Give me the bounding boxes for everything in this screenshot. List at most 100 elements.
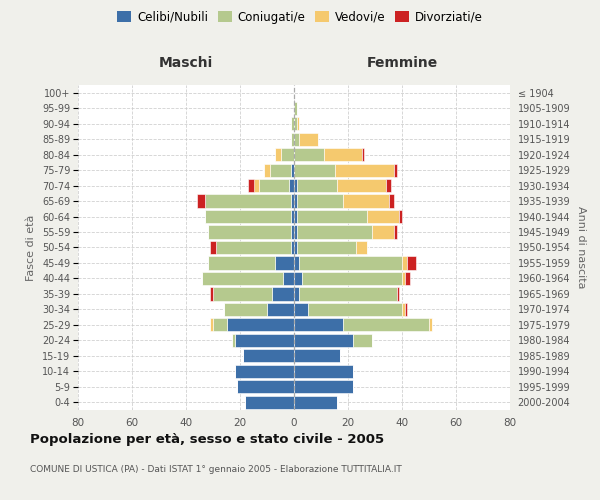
Bar <box>337 179 386 192</box>
Bar <box>361 148 364 161</box>
Bar <box>294 364 353 378</box>
Bar <box>343 318 429 332</box>
Bar <box>292 117 294 130</box>
Bar <box>211 288 213 300</box>
Bar <box>294 318 343 332</box>
Bar <box>267 303 294 316</box>
Bar <box>294 132 299 145</box>
Text: Popolazione per età, sesso e stato civile - 2005: Popolazione per età, sesso e stato civil… <box>30 432 384 446</box>
Bar <box>235 364 294 378</box>
Bar <box>281 148 294 161</box>
Bar <box>405 303 407 316</box>
Text: COMUNE DI USTICA (PA) - Dati ISTAT 1° gennaio 2005 - Elaborazione TUTTITALIA.IT: COMUNE DI USTICA (PA) - Dati ISTAT 1° ge… <box>30 466 402 474</box>
Bar <box>397 288 400 300</box>
Bar <box>294 241 296 254</box>
Bar <box>292 226 294 238</box>
Bar <box>296 241 356 254</box>
Bar <box>400 210 402 223</box>
Bar <box>402 272 404 285</box>
Bar <box>343 194 389 207</box>
Bar <box>205 210 292 223</box>
Bar <box>292 210 294 223</box>
Bar <box>353 334 373 347</box>
Bar <box>259 179 289 192</box>
Bar <box>275 256 294 270</box>
Bar <box>292 194 294 207</box>
Bar <box>356 241 367 254</box>
Bar <box>335 164 394 176</box>
Bar <box>238 380 294 394</box>
Bar <box>394 164 397 176</box>
Bar <box>213 318 227 332</box>
Bar <box>270 164 292 176</box>
Bar <box>294 179 296 192</box>
Bar <box>202 272 283 285</box>
Bar <box>407 256 416 270</box>
Bar <box>296 194 343 207</box>
Bar <box>294 194 296 207</box>
Bar <box>372 226 394 238</box>
Bar <box>308 303 402 316</box>
Text: Maschi: Maschi <box>159 56 213 70</box>
Bar <box>294 256 299 270</box>
Bar <box>211 318 213 332</box>
Bar <box>299 256 402 270</box>
Bar <box>294 164 335 176</box>
Bar <box>227 318 294 332</box>
Bar <box>402 256 407 270</box>
Bar <box>208 226 292 238</box>
Text: Femmine: Femmine <box>367 56 437 70</box>
Bar <box>296 210 367 223</box>
Bar <box>232 334 235 347</box>
Bar <box>294 380 353 394</box>
Bar <box>213 288 272 300</box>
Bar <box>302 272 402 285</box>
Bar <box>275 148 281 161</box>
Bar <box>208 256 275 270</box>
Bar <box>289 179 294 192</box>
Bar <box>294 350 340 362</box>
Bar <box>294 117 296 130</box>
Bar <box>296 117 299 130</box>
Bar <box>394 226 397 238</box>
Bar <box>245 396 294 409</box>
Bar <box>197 194 205 207</box>
Bar <box>224 303 267 316</box>
Bar <box>429 318 432 332</box>
Bar <box>299 132 318 145</box>
Bar <box>294 102 296 115</box>
Bar <box>272 288 294 300</box>
Y-axis label: Fasce di età: Fasce di età <box>26 214 37 280</box>
Bar <box>367 210 400 223</box>
Bar <box>265 164 270 176</box>
Bar <box>242 350 294 362</box>
Bar <box>253 179 259 192</box>
Bar <box>405 272 410 285</box>
Bar <box>210 241 216 254</box>
Bar <box>296 179 337 192</box>
Bar <box>386 179 391 192</box>
Bar <box>294 334 353 347</box>
Bar <box>296 226 372 238</box>
Bar <box>248 179 254 192</box>
Bar <box>294 303 308 316</box>
Bar <box>216 241 292 254</box>
Bar <box>292 164 294 176</box>
Bar <box>294 210 296 223</box>
Bar <box>294 396 337 409</box>
Bar <box>292 241 294 254</box>
Bar <box>389 194 394 207</box>
Bar <box>292 132 294 145</box>
Bar <box>294 226 296 238</box>
Bar <box>294 288 299 300</box>
Bar <box>283 272 294 285</box>
Bar <box>402 303 404 316</box>
Bar <box>324 148 361 161</box>
Bar <box>294 148 324 161</box>
Bar <box>299 288 397 300</box>
Legend: Celibi/Nubili, Coniugati/e, Vedovi/e, Divorziati/e: Celibi/Nubili, Coniugati/e, Vedovi/e, Di… <box>112 6 488 28</box>
Bar <box>235 334 294 347</box>
Bar <box>294 272 302 285</box>
Y-axis label: Anni di nascita: Anni di nascita <box>576 206 586 288</box>
Bar <box>205 194 292 207</box>
